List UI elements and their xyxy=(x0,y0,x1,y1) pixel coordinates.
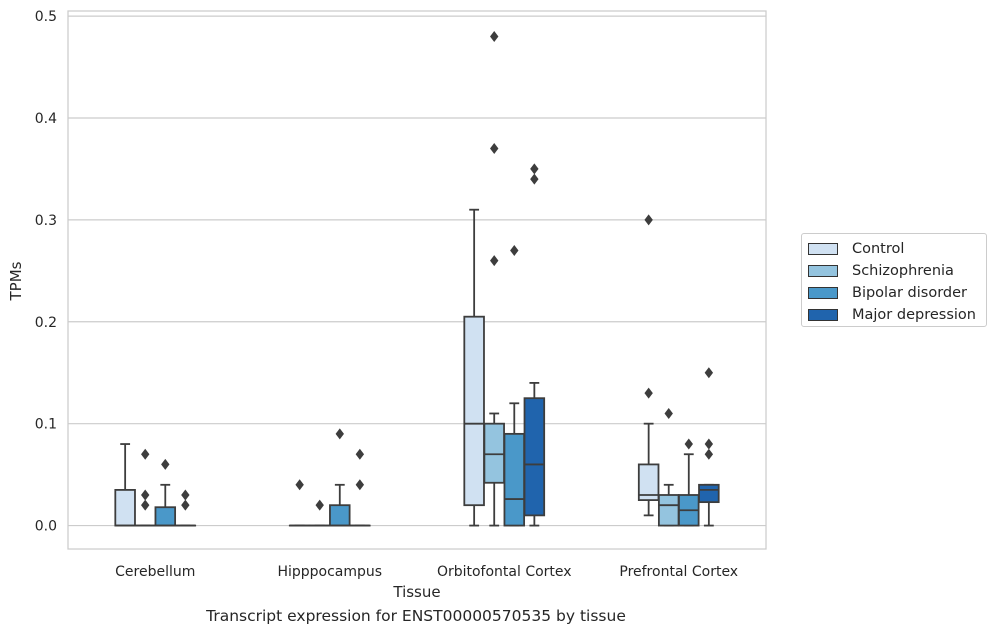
outlier-point xyxy=(530,163,539,175)
box-3-0 xyxy=(637,214,660,517)
box-0-1 xyxy=(134,448,156,527)
box-3-1 xyxy=(657,407,680,527)
legend-item: Bipolar disorder xyxy=(808,282,980,304)
x-tick-label: Orbitofontal Cortex xyxy=(437,564,572,580)
box-1-2 xyxy=(329,428,351,527)
y-axis-label: TPMs xyxy=(7,261,25,301)
box-0-3 xyxy=(174,489,197,527)
outlier-point xyxy=(141,448,150,460)
axis-ticks: 0.0 0.1 0.2 0.3 0.4 0.5 Cerebellum Hipppocampus… xyxy=(35,9,738,580)
box-body xyxy=(483,422,505,484)
box-body xyxy=(637,463,660,501)
outlier-point xyxy=(704,438,714,450)
y-tick-label: 0.0 xyxy=(35,519,57,535)
box-body xyxy=(657,494,680,527)
outlier-point xyxy=(141,489,150,501)
box-1-0 xyxy=(288,479,311,527)
box-body xyxy=(698,483,720,504)
outlier-point xyxy=(181,489,190,501)
plot-area-frame xyxy=(67,10,767,550)
box-2-1 xyxy=(483,30,505,527)
outlier-point xyxy=(644,387,653,399)
grid-lines xyxy=(68,15,766,527)
legend-label: Major depression xyxy=(852,307,976,323)
box-body xyxy=(154,506,177,527)
box-2-0 xyxy=(463,208,485,527)
legend-swatch xyxy=(808,287,838,299)
legend-swatch xyxy=(808,243,838,255)
x-tick-label: Prefrontal Cortex xyxy=(619,564,738,580)
x-tick-label: Hipppocampus xyxy=(277,564,382,580)
box-0-2 xyxy=(154,458,177,527)
y-tick-label: 0.5 xyxy=(35,9,57,25)
box-body xyxy=(463,315,485,507)
outlier-point xyxy=(684,438,693,450)
legend-item: Control xyxy=(808,238,980,260)
outlier-point xyxy=(490,30,499,42)
x-axis-label: Tissue xyxy=(392,583,440,601)
legend-swatch xyxy=(808,265,838,277)
outlier-point xyxy=(141,499,150,511)
outlier-point xyxy=(490,143,499,155)
outlier-point xyxy=(530,173,539,185)
x-tick-label: Cerebellum xyxy=(115,564,195,580)
box-1-1 xyxy=(308,499,331,527)
legend-label: Bipolar disorder xyxy=(852,285,967,301)
outlier-point xyxy=(181,499,190,511)
legend-item: Schizophrenia xyxy=(808,260,980,282)
box-body xyxy=(523,397,546,517)
outlier-point xyxy=(335,428,344,440)
box-3-2 xyxy=(678,438,700,527)
outlier-point xyxy=(315,499,324,511)
box-3-3 xyxy=(698,367,720,527)
box-body xyxy=(329,504,351,527)
legend: Control Schizophrenia Bipolar disorder Majo… xyxy=(801,233,987,327)
legend-item: Major depression xyxy=(808,304,980,326)
outlier-point xyxy=(644,214,653,226)
chart-caption: Transcript expression for ENST0000057053… xyxy=(206,607,626,625)
y-tick-label: 0.2 xyxy=(35,315,57,331)
outlier-point xyxy=(355,479,365,491)
box-2-3 xyxy=(523,163,546,527)
y-tick-label: 0.4 xyxy=(35,111,57,127)
outlier-point xyxy=(664,407,673,419)
box-body xyxy=(503,432,526,527)
box-0-0 xyxy=(114,443,136,527)
boxes-layer xyxy=(114,30,720,527)
outlier-point xyxy=(490,255,499,267)
box-2-2 xyxy=(503,244,526,527)
box-1-3 xyxy=(349,448,371,527)
outlier-point xyxy=(510,244,519,256)
outlier-point xyxy=(295,479,304,491)
y-tick-label: 0.3 xyxy=(35,213,57,229)
outlier-point xyxy=(161,458,170,470)
legend-swatch xyxy=(808,309,838,321)
y-tick-label: 0.1 xyxy=(35,417,57,433)
outlier-point xyxy=(355,448,365,460)
legend-label: Schizophrenia xyxy=(852,263,954,279)
box-body xyxy=(114,489,136,527)
outlier-point xyxy=(704,367,714,379)
legend-label: Control xyxy=(852,241,905,257)
outlier-point xyxy=(704,448,714,460)
